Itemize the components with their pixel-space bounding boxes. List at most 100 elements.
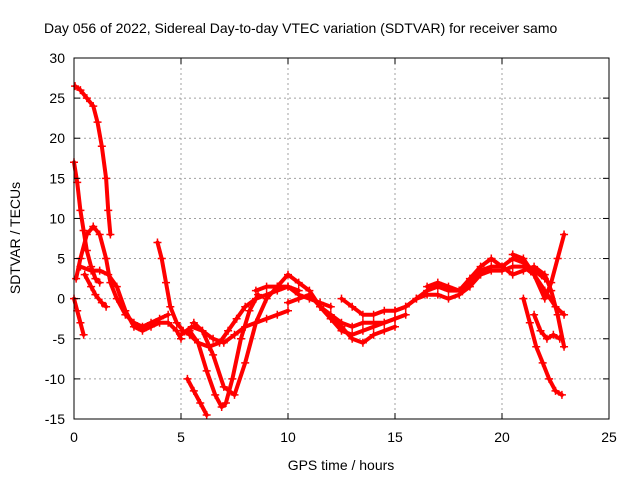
grid-lines xyxy=(74,58,609,419)
data-point xyxy=(284,282,292,291)
data-point xyxy=(91,290,100,299)
data-point xyxy=(230,330,239,339)
data-point xyxy=(104,270,113,279)
data-point xyxy=(326,302,335,311)
data-point xyxy=(73,306,82,315)
data-point xyxy=(187,322,196,331)
data-point xyxy=(82,230,91,239)
data-point xyxy=(217,402,226,411)
data-point xyxy=(71,82,80,91)
data-point xyxy=(73,178,82,187)
data-point xyxy=(251,286,260,295)
data-point xyxy=(380,326,389,335)
data-point xyxy=(555,334,564,343)
data-point xyxy=(284,306,292,315)
data-point xyxy=(273,282,282,291)
data-point xyxy=(219,338,228,347)
data-point xyxy=(164,310,173,319)
data-point xyxy=(89,222,98,231)
data-point xyxy=(198,326,207,335)
data-point xyxy=(262,282,271,291)
data-point xyxy=(369,310,378,319)
data-point xyxy=(232,314,241,323)
data-point xyxy=(519,254,528,263)
data-point xyxy=(209,334,218,343)
data-point xyxy=(348,334,357,343)
data-point xyxy=(538,358,547,367)
data-point xyxy=(358,326,367,335)
data-point xyxy=(196,398,205,407)
data-point xyxy=(549,330,558,339)
data-point xyxy=(508,262,517,271)
data-point xyxy=(433,278,442,287)
data-point xyxy=(551,386,560,395)
y-tick-label: 25 xyxy=(49,90,65,106)
data-point xyxy=(401,302,410,311)
data-point xyxy=(189,386,198,395)
data-point xyxy=(498,262,506,271)
data-point xyxy=(348,302,357,311)
data-point xyxy=(358,310,367,319)
data-point xyxy=(162,278,171,287)
data-point xyxy=(185,326,194,335)
data-point xyxy=(391,306,399,315)
chart-title: Day 056 of 2022, Sidereal Day-to-day VTE… xyxy=(44,20,557,36)
y-tick-label: 0 xyxy=(57,291,65,307)
data-point xyxy=(155,318,164,327)
data-point xyxy=(183,374,192,383)
y-tick-label: 20 xyxy=(49,130,65,146)
data-point xyxy=(202,410,211,419)
y-tick-label: -5 xyxy=(53,331,66,347)
data-point xyxy=(177,330,185,339)
data-point xyxy=(536,326,545,335)
data-point xyxy=(102,254,111,263)
data-point xyxy=(444,294,453,303)
data-point xyxy=(211,390,220,399)
data-point xyxy=(465,274,474,283)
x-tick-label: 5 xyxy=(177,429,185,445)
data-point xyxy=(358,318,367,327)
data-point xyxy=(79,330,88,339)
data-point xyxy=(251,318,260,327)
data-point xyxy=(487,254,496,263)
data-point xyxy=(455,286,464,295)
data-point xyxy=(369,318,378,327)
data-point xyxy=(91,274,100,283)
y-tick-label: -10 xyxy=(45,371,65,387)
y-tick-label: 15 xyxy=(49,170,65,186)
data-point xyxy=(337,318,346,327)
data-point xyxy=(540,294,549,303)
data-point xyxy=(326,310,335,319)
data-point xyxy=(102,302,111,311)
data-point xyxy=(230,390,239,399)
data-point xyxy=(262,314,271,323)
data-point xyxy=(153,238,162,247)
data-point xyxy=(221,398,230,407)
data-point xyxy=(284,298,292,307)
data-point xyxy=(525,318,534,327)
data-point xyxy=(236,334,245,343)
data-point xyxy=(166,302,175,311)
data-point xyxy=(530,310,539,319)
data-point xyxy=(241,358,250,367)
data-point xyxy=(465,282,474,291)
tick-marks xyxy=(73,57,610,420)
data-point xyxy=(401,310,410,319)
data-point xyxy=(508,250,517,259)
data-point xyxy=(106,230,115,239)
data-point xyxy=(542,334,551,343)
data-point xyxy=(241,302,250,311)
data-point xyxy=(530,262,539,271)
data-point xyxy=(540,270,549,279)
data-point xyxy=(553,254,562,263)
data-point xyxy=(202,366,211,375)
data-point xyxy=(245,306,254,315)
data-point xyxy=(262,294,271,303)
data-point xyxy=(228,374,237,383)
series-pass-11 xyxy=(191,308,290,345)
data-point xyxy=(194,338,203,347)
data-point xyxy=(519,266,528,275)
data-point xyxy=(219,382,228,391)
x-tick-label: 0 xyxy=(70,429,78,445)
